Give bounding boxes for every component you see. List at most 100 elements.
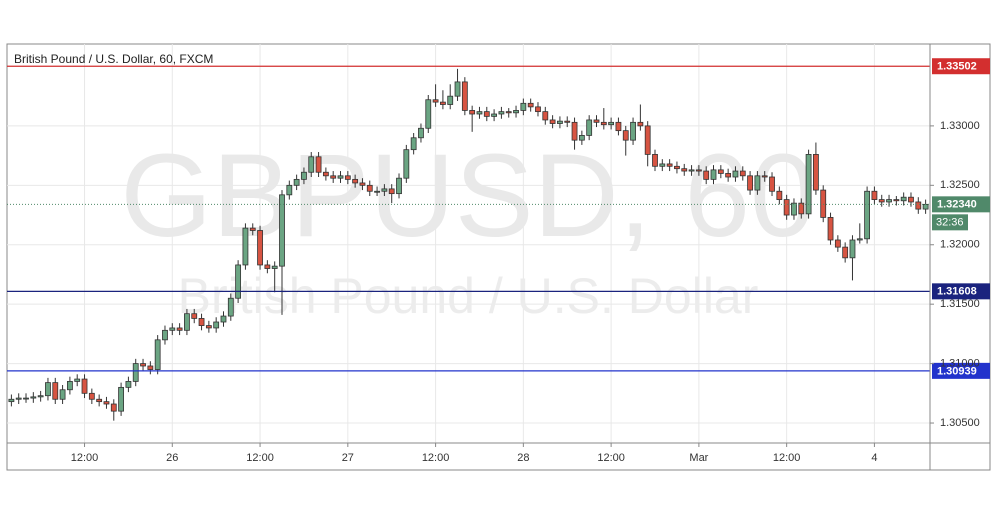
candle-body [710, 169, 717, 180]
candle-body [425, 99, 432, 129]
candle-body [359, 182, 366, 186]
candle-body [820, 189, 827, 218]
candle-body [8, 398, 15, 403]
candle-body [644, 125, 651, 155]
candle-body [849, 239, 856, 259]
candle-body [520, 102, 527, 111]
candle-body [81, 378, 88, 394]
chart-frame [6, 43, 991, 471]
candle-body [418, 127, 424, 139]
price-lines: 1.33502 1.31608 1.30939 1.32340 32:36 [7, 58, 990, 379]
candle-body [469, 110, 476, 115]
candle-body [695, 169, 702, 172]
x-tick-label: 27 [342, 452, 354, 464]
candle-body [593, 119, 600, 123]
candle-body [176, 327, 183, 331]
candle-body [652, 154, 658, 167]
y-tick-label: 1.31000 [940, 358, 980, 370]
x-tick-label: 28 [517, 452, 529, 464]
candle-body [37, 395, 44, 398]
candle-body [220, 315, 227, 323]
price-label-box [932, 362, 990, 379]
x-tick-label: 12:00 [597, 452, 625, 464]
chart-title: British Pound / U.S. Dollar, 60, FXCM [14, 52, 213, 66]
candle-body [747, 175, 753, 191]
candle-body [622, 130, 629, 141]
candle-body [498, 111, 505, 115]
candle-body [571, 121, 578, 141]
candle-body [191, 313, 198, 319]
candle-body [871, 190, 878, 200]
watermark-subtitle: British Pound / U.S. Dollar [178, 268, 759, 324]
candle-body [893, 199, 900, 202]
candle-body [908, 196, 914, 203]
price-label: 1.31608 [937, 286, 977, 298]
candle-body [140, 363, 146, 367]
candle-body [776, 190, 783, 200]
candle-body [813, 154, 819, 191]
candle-body [374, 190, 380, 193]
last-price-label: 1.32340 [937, 199, 977, 211]
candle-body [66, 381, 73, 391]
candle-body [52, 382, 59, 400]
candle-body [703, 170, 710, 180]
candle-body [169, 327, 176, 331]
candle-body [769, 176, 775, 192]
candle-body [74, 378, 81, 382]
candle-body [322, 171, 329, 177]
candle-body [118, 386, 124, 412]
last-price-box [932, 196, 990, 213]
candle-body [23, 397, 29, 400]
candle-body [440, 101, 446, 105]
candle-body [454, 81, 461, 97]
candle-body [615, 121, 622, 132]
candle-body [184, 313, 190, 331]
candle-body [132, 363, 139, 382]
y-tick-label: 1.30500 [940, 417, 980, 429]
candle-body [264, 264, 271, 269]
price-label: 1.30939 [937, 365, 977, 377]
candle-body [396, 177, 402, 195]
candle-body [864, 190, 871, 240]
candle-body [535, 106, 541, 113]
candle-body [586, 119, 593, 136]
candle-body [337, 175, 344, 179]
candle-body [798, 202, 805, 215]
candle-body [476, 111, 483, 115]
candle-body [681, 168, 688, 172]
candle-body [461, 81, 468, 111]
candle-body [805, 154, 812, 215]
candle-body [717, 169, 724, 174]
candle-body [381, 188, 388, 192]
candle-body [88, 392, 95, 400]
candle-body [761, 175, 768, 178]
candle-body [447, 95, 454, 105]
candle-body [666, 163, 673, 167]
y-tick-label: 1.33000 [940, 120, 980, 132]
candle-body [154, 339, 161, 370]
candle-body [205, 325, 212, 329]
x-tick-label: 12:00 [773, 452, 801, 464]
candle-body [344, 175, 351, 180]
candle-body [249, 227, 256, 231]
candle-body [352, 178, 359, 184]
candle-body [147, 365, 154, 370]
candle-body [878, 199, 885, 203]
x-tick-label: 4 [871, 452, 877, 464]
candle-body [505, 111, 512, 114]
candle-body [301, 171, 307, 180]
candle-body [542, 111, 549, 121]
candle-body [886, 199, 892, 203]
x-tick-label: 12:00 [71, 452, 99, 464]
candle-body [922, 203, 929, 210]
candle-body [110, 403, 117, 412]
candle-body [688, 169, 695, 172]
candle-body [410, 137, 417, 151]
candle-body [549, 119, 556, 124]
candle-body [600, 121, 607, 126]
candle-body [842, 246, 849, 259]
candle-body [366, 184, 373, 192]
candle-body [125, 381, 132, 388]
